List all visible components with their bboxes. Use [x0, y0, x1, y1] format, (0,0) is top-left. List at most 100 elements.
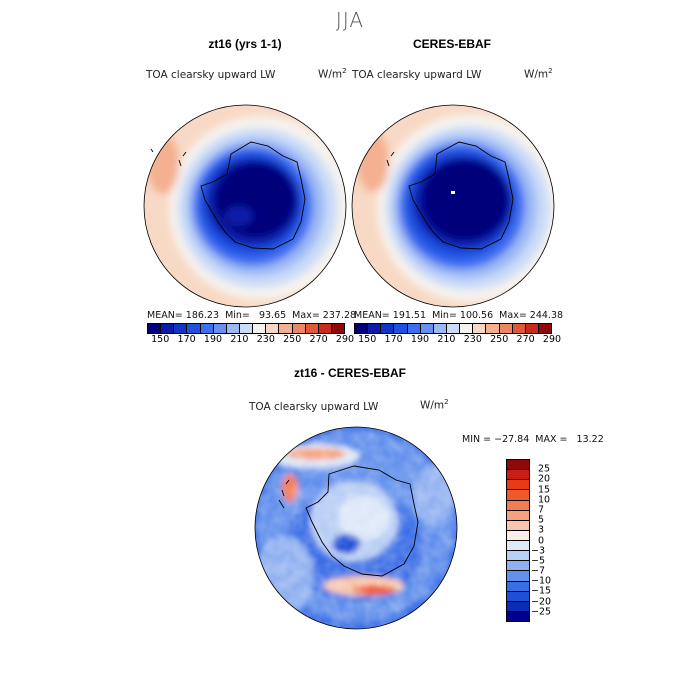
- colorbar-swatch: [507, 460, 529, 471]
- colorbar-swatch: [174, 324, 188, 333]
- colorbar-tick-label: 250: [490, 334, 509, 345]
- colorbar-tick-label: −7: [531, 565, 546, 577]
- colorbar-diff-ticks: 25 20 15 10 7 5 3 0 −3 −5 −7 −10 −15 −20 −25: [531, 459, 575, 622]
- colorbar-swatch: [473, 324, 487, 333]
- colorbar-swatch: [525, 324, 539, 333]
- colorbar-model: 150 170 190 210 230 250 270 290: [147, 323, 354, 346]
- units-label-model: W/m2: [318, 67, 347, 81]
- colorbar-swatch: [433, 324, 447, 333]
- colorbar-swatch: [279, 324, 293, 333]
- colorbar-tick-label: −25: [531, 606, 552, 618]
- colorbar-tick-label: 290: [542, 334, 562, 345]
- panel-title-diff: zt16 - CERES-EBAF: [293, 366, 406, 380]
- colorbar-swatch: [507, 601, 529, 612]
- colorbar-tick-label: 25: [538, 463, 551, 475]
- colorbar-ticks: 150 170 190 210 230 250 270 290: [147, 334, 354, 346]
- stats-obs: MEAN= 191.51 Min= 100.56 Max= 244.38: [354, 310, 564, 321]
- colorbar-swatch: [507, 591, 529, 602]
- colorbar-swatch: [507, 490, 529, 501]
- colorbar-tick-label: −20: [531, 596, 552, 608]
- panel-title-model: zt16 (yrs 1-1): [208, 37, 282, 51]
- colorbar-tick-label: 290: [335, 334, 355, 345]
- field-label-model: TOA clearsky upward LW: [146, 69, 276, 81]
- colorbar-tick-label: 7: [538, 504, 545, 516]
- units-label-obs: W/m2: [524, 67, 553, 81]
- colorbar-tick-label: 15: [538, 484, 551, 496]
- colorbar-swatch: [507, 561, 529, 572]
- field-label-obs: TOA clearsky upward LW: [352, 69, 482, 81]
- colorbar-swatch: [460, 324, 474, 333]
- colorbar-tick-label: 3: [538, 524, 545, 536]
- colorbar-tick-label: −3: [531, 545, 546, 557]
- colorbar-swatch: [200, 324, 214, 333]
- colorbar-swatch: [538, 324, 552, 333]
- stats-diff: MIN = −27.84 MAX = 13.22: [462, 434, 604, 445]
- colorbar-swatch: [507, 571, 529, 582]
- colorbar-swatch: [507, 581, 529, 592]
- colorbar-swatch: [253, 324, 267, 333]
- colorbar-tick-label: 0: [538, 535, 545, 546]
- colorbar-swatch: [486, 324, 500, 333]
- colorbar-swatch: [355, 324, 369, 333]
- colorbar-swatch: [161, 324, 175, 333]
- colorbar-tick-label: −15: [531, 585, 552, 597]
- colorbar-ticks: 150 170 190 210 230 250 270 290: [354, 334, 561, 346]
- map-diff: [254, 426, 458, 630]
- colorbar-swatch: [507, 470, 529, 481]
- colorbar-swatch: [446, 324, 461, 333]
- colorbar-tick-label: 230: [463, 334, 482, 345]
- colorbar-strip: [354, 323, 552, 334]
- colorbar-tick-label: 20: [538, 473, 551, 485]
- colorbar-tick-label: 210: [230, 334, 249, 345]
- colorbar-tick-label: −10: [531, 575, 552, 587]
- colorbar-tick-label: 210: [437, 334, 456, 345]
- colorbar-strip: [147, 323, 345, 334]
- panel-title-obs: CERES-EBAF: [412, 37, 491, 51]
- colorbar-swatch: [148, 324, 162, 333]
- colorbar-obs: 150 170 190 210 230 250 270 290: [354, 323, 561, 346]
- colorbar-swatch: [213, 324, 227, 333]
- colorbar-swatch: [507, 551, 529, 562]
- map-model: [143, 104, 347, 308]
- map-obs: [351, 104, 555, 308]
- colorbar-tick-label: 150: [151, 334, 170, 345]
- colorbar-tick-label: 270: [516, 334, 535, 345]
- colorbar-swatch: [226, 324, 240, 333]
- colorbar-tick-label: 230: [256, 334, 275, 345]
- colorbar-tick-label: 170: [384, 334, 403, 345]
- colorbar-swatch: [331, 324, 345, 333]
- colorbar-swatch: [420, 324, 434, 333]
- colorbar-tick-label: −5: [531, 555, 546, 567]
- colorbar-swatch: [499, 324, 513, 333]
- colorbar-swatch: [394, 324, 408, 333]
- colorbar-swatch: [239, 324, 254, 333]
- colorbar-swatch: [368, 324, 382, 333]
- colorbar-tick-label: 5: [538, 514, 545, 526]
- colorbar-swatch: [507, 480, 529, 491]
- colorbar-swatch: [507, 611, 529, 621]
- colorbar-swatch: [512, 324, 526, 333]
- colorbar-tick-label: 150: [358, 334, 377, 345]
- season-title: JJA: [335, 8, 365, 32]
- colorbar-swatch: [266, 324, 280, 333]
- stats-model: MEAN= 186.23 Min= 93.65 Max= 237.28: [147, 310, 357, 321]
- field-label-diff: TOA clearsky upward LW: [249, 401, 379, 413]
- colorbar-swatch: [318, 324, 332, 333]
- colorbar-swatch: [507, 510, 529, 521]
- colorbar-swatch: [305, 324, 319, 333]
- colorbar-swatch: [507, 541, 529, 552]
- colorbar-tick-label: 270: [309, 334, 328, 345]
- colorbar-strip: [506, 459, 530, 622]
- colorbar-tick-label: 190: [410, 334, 430, 345]
- colorbar-swatch: [507, 520, 529, 531]
- units-label-diff: W/m2: [420, 398, 449, 412]
- colorbar-swatch: [507, 500, 529, 511]
- colorbar-swatch: [381, 324, 395, 333]
- colorbar-tick-label: 250: [283, 334, 302, 345]
- colorbar-swatch: [407, 324, 421, 333]
- colorbar-swatch: [507, 530, 529, 541]
- colorbar-tick-label: 10: [538, 494, 551, 506]
- colorbar-swatch: [187, 324, 201, 333]
- colorbar-tick-label: 190: [203, 334, 223, 345]
- colorbar-swatch: [292, 324, 306, 333]
